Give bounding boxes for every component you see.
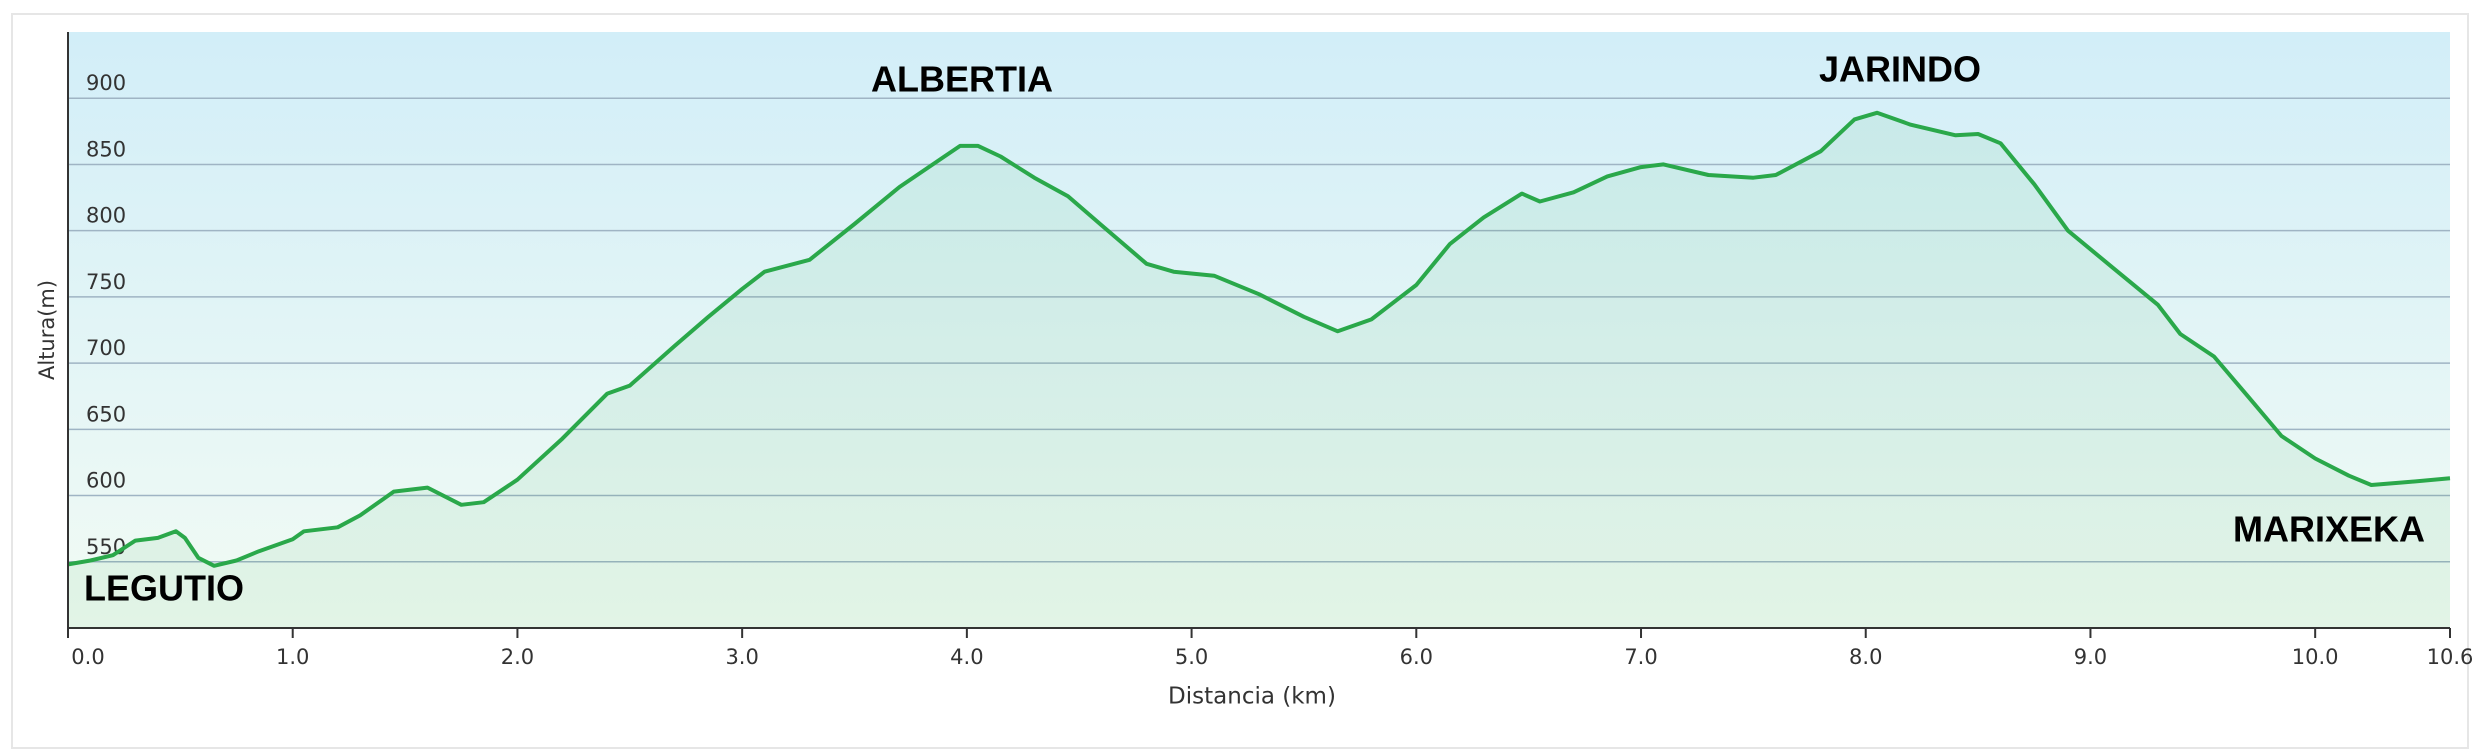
y-tick-label: 750 — [86, 270, 126, 294]
place-label: JARINDO — [1819, 49, 1981, 90]
y-axis-title: Altura(m) — [35, 280, 59, 380]
x-tick-label: 9.0 — [2074, 645, 2107, 669]
x-tick-label: 4.0 — [950, 645, 983, 669]
y-tick-label: 800 — [86, 204, 126, 228]
x-tick-label: 1.0 — [276, 645, 309, 669]
y-tick-label: 850 — [86, 137, 126, 161]
y-tick-label: 900 — [86, 71, 126, 95]
x-tick-label: 6.0 — [1400, 645, 1433, 669]
x-tick-label: 0.0 — [71, 645, 104, 669]
line — [67, 110, 2451, 568]
x-tick-label: 5.0 — [1175, 645, 1208, 669]
place-label: ALBERTIA — [871, 59, 1053, 100]
y-tick-label: 700 — [86, 336, 126, 360]
y-tick-label: 600 — [86, 469, 126, 493]
x-tick-label: 7.0 — [1624, 645, 1657, 669]
x-tick-label: 3.0 — [725, 645, 758, 669]
y-tick-label: 650 — [86, 402, 126, 426]
x-axis-title: Distancia (km) — [1168, 684, 1336, 710]
x-tick-label: 2.0 — [501, 645, 534, 669]
place-label: LEGUTIO — [84, 568, 244, 609]
area — [68, 112, 2450, 629]
x-tick-label: 8.0 — [1849, 645, 1882, 669]
plot-area — [68, 32, 2450, 628]
x-tick-label: 10.0 — [2292, 645, 2339, 669]
place-label: MARIXEKA — [2233, 509, 2425, 550]
x-tick-label: 10.6 — [2427, 645, 2474, 669]
